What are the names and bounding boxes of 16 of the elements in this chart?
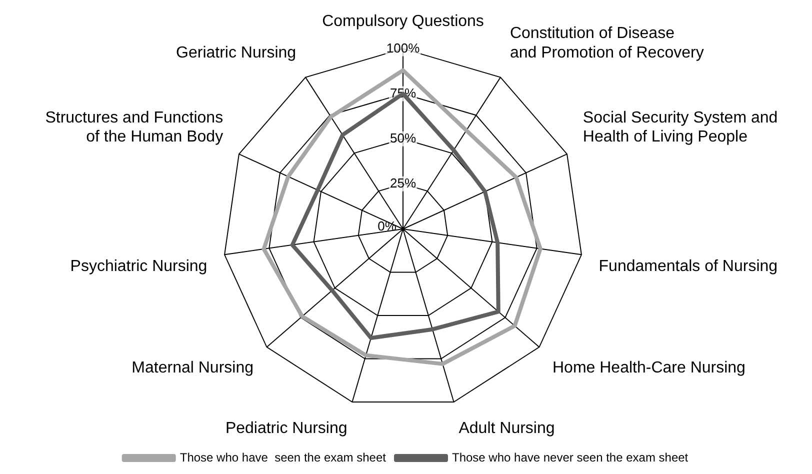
spoke-label: Constitution of Disease and Promotion of Recovery xyxy=(510,25,704,62)
legend-label: Those who have seen the exam sheet xyxy=(180,450,387,464)
y-tick-label: 50% xyxy=(390,130,416,146)
spoke-label: Maternal Nursing xyxy=(132,360,254,377)
spoke-label: Social Security System and Health of Living People xyxy=(582,109,778,146)
legend-label: Those who have never seen the exam sheet xyxy=(452,450,689,464)
spoke-label: Structures and Functions of the Human Body xyxy=(45,109,224,146)
y-tick-label: 25% xyxy=(390,176,416,191)
y-tick-label: 100% xyxy=(386,40,420,56)
spoke-label: Compulsory Questions xyxy=(322,13,484,30)
spoke-label: Fundamentals of Nursing xyxy=(598,258,778,276)
spoke-label: Pediatric Nursing xyxy=(225,420,348,437)
spoke-label: Psychiatric Nursing xyxy=(70,258,208,276)
spoke-label: Adult Nursing xyxy=(458,420,555,437)
spoke-label: Home Health-Care Nursing xyxy=(552,360,746,377)
spoke-label: Geriatric Nursing xyxy=(176,44,296,62)
